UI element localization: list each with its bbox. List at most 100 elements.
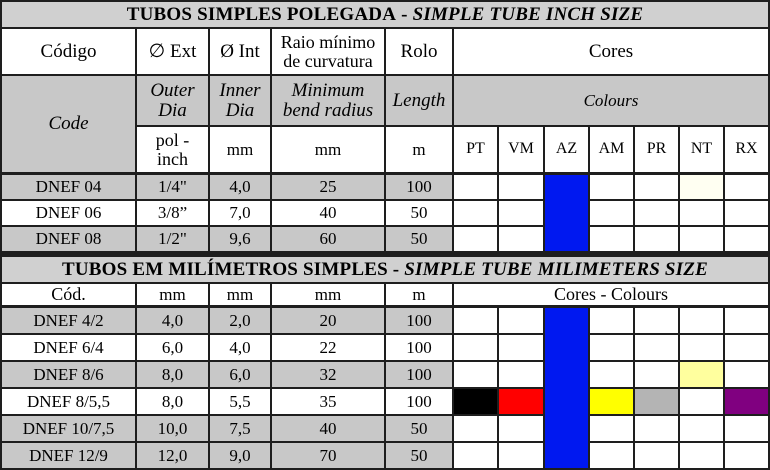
- s2-row4-ext: 10,0: [137, 416, 208, 441]
- s1-row1-length: 50: [386, 201, 452, 225]
- section2-title-banner: TUBOS EM MILÍMETROS SIMPLES - SIMPLE TUB…: [2, 257, 768, 282]
- s1-row0-radius: 25: [272, 175, 384, 199]
- s2-row2-code: DNEF 8/6: [2, 362, 135, 387]
- header-code: Code: [2, 76, 135, 172]
- section2-row1-swatch-vm: [499, 335, 543, 360]
- s1-row2-code: DNEF 08: [2, 227, 135, 251]
- section2-row5-swatch-rx: [725, 443, 768, 468]
- section2-row2-swatch-vm: [499, 362, 543, 387]
- s2-row1-radius: 22: [272, 335, 384, 360]
- s2-row2-int: 6,0: [210, 362, 270, 387]
- s1-row0-length: 100: [386, 175, 452, 199]
- section1-row2-swatch-vm: [499, 227, 543, 251]
- header-outer-dia: Outer Dia: [137, 76, 208, 125]
- section2-row2-swatch-am: [590, 362, 633, 387]
- section2-row1-swatch-nt: [680, 335, 723, 360]
- section1-row2-swatch-pt: [454, 227, 497, 251]
- color-code-pt: PT: [454, 127, 497, 172]
- section1-row1-swatch-rx: [725, 201, 768, 225]
- section2-title-en: SIMPLE TUBE MILIMETERS SIZE: [404, 258, 708, 280]
- header-cores: Cores: [454, 29, 768, 74]
- color-code-az: AZ: [545, 127, 588, 172]
- s2-header-radius-mm: mm: [272, 284, 384, 305]
- s1-row0-ext: 1/4": [137, 175, 208, 199]
- section1-row1-swatch-vm: [499, 201, 543, 225]
- color-code-nt: NT: [680, 127, 723, 172]
- section1-row0-swatch-rx: [725, 175, 768, 199]
- section2-row4-swatch-pr: [635, 416, 678, 441]
- section2-row3-swatch-pr: [635, 389, 678, 414]
- s2-row5-code: DNEF 12/9: [2, 443, 135, 468]
- s2-row3-ext: 8,0: [137, 389, 208, 414]
- section2-row1-swatch-rx: [725, 335, 768, 360]
- section2-row4-swatch-nt: [680, 416, 723, 441]
- s2-row2-ext: 8,0: [137, 362, 208, 387]
- unit-length-m: m: [386, 127, 452, 172]
- s1-row1-ext: 3/8”: [137, 201, 208, 225]
- color-code-am: AM: [590, 127, 633, 172]
- s2-row1-ext: 6,0: [137, 335, 208, 360]
- section1-row0-swatch-pr: [635, 175, 678, 199]
- section2-row2-swatch-rx: [725, 362, 768, 387]
- header-raio: Raio mínimo de curvatura: [272, 29, 384, 74]
- section1-row2-swatch-rx: [725, 227, 768, 251]
- s2-row5-length: 50: [386, 443, 452, 468]
- section2-row0-swatch-rx: [725, 308, 768, 333]
- color-code-vm: VM: [499, 127, 543, 172]
- section2-row4-swatch-vm: [499, 416, 543, 441]
- section2-row2-swatch-nt: [680, 362, 723, 387]
- section2-row4-swatch-pt: [454, 416, 497, 441]
- s2-row1-length: 100: [386, 335, 452, 360]
- section2-row1-swatch-pr: [635, 335, 678, 360]
- section2-row0-swatch-pt: [454, 308, 497, 333]
- header-ext: ∅ Ext: [137, 29, 208, 74]
- s2-row1-code: DNEF 6/4: [2, 335, 135, 360]
- section2-sep: -: [392, 258, 400, 280]
- section2-row0-swatch-nt: [680, 308, 723, 333]
- s2-row0-ext: 4,0: [137, 308, 208, 333]
- section1-row2-swatch-nt: [680, 227, 723, 251]
- s2-row5-int: 9,0: [210, 443, 270, 468]
- s1-row1-int: 7,0: [210, 201, 270, 225]
- s1-row2-length: 50: [386, 227, 452, 251]
- s2-header-int-mm: mm: [210, 284, 270, 305]
- s2-row5-radius: 70: [272, 443, 384, 468]
- s2-row0-length: 100: [386, 308, 452, 333]
- section1-row2-swatch-am: [590, 227, 633, 251]
- s2-row3-code: DNEF 8/5,5: [2, 389, 135, 414]
- color-code-rx: RX: [725, 127, 768, 172]
- s2-header-ext-mm: mm: [137, 284, 208, 305]
- az-blue-column-section2: [545, 308, 588, 468]
- header-min-bend-radius: Minimum bend radius: [272, 76, 384, 125]
- section2-row4-swatch-am: [590, 416, 633, 441]
- section1-row0-swatch-nt: [680, 175, 723, 199]
- section2-row2-swatch-pt: [454, 362, 497, 387]
- section2-row0-swatch-am: [590, 308, 633, 333]
- section2-row3-swatch-am: [590, 389, 633, 414]
- section1-row0-swatch-am: [590, 175, 633, 199]
- s2-header-cod: Cód.: [2, 284, 135, 305]
- s2-row2-length: 100: [386, 362, 452, 387]
- header-length: Length: [386, 76, 452, 125]
- header-rolo: Rolo: [386, 29, 452, 74]
- s2-row4-code: DNEF 10/7,5: [2, 416, 135, 441]
- s1-row2-int: 9,6: [210, 227, 270, 251]
- section1-row0-swatch-pt: [454, 175, 497, 199]
- section2-title: TUBOS EM MILÍMETROS SIMPLES: [62, 258, 388, 280]
- s2-row3-radius: 35: [272, 389, 384, 414]
- section1-row1-swatch-pt: [454, 201, 497, 225]
- header-codigo: Código: [2, 29, 135, 74]
- s1-row1-radius: 40: [272, 201, 384, 225]
- section2-row0-swatch-pr: [635, 308, 678, 333]
- s2-row3-int: 5,5: [210, 389, 270, 414]
- s2-header-cores-colours: Cores - Colours: [454, 284, 768, 305]
- s2-row0-int: 2,0: [210, 308, 270, 333]
- unit-int-mm: mm: [210, 127, 270, 172]
- section2-row4-swatch-rx: [725, 416, 768, 441]
- section1-row1-swatch-pr: [635, 201, 678, 225]
- s2-header-length-m: m: [386, 284, 452, 305]
- section2-row5-swatch-am: [590, 443, 633, 468]
- section1-row0-swatch-vm: [499, 175, 543, 199]
- s1-row0-code: DNEF 04: [2, 175, 135, 199]
